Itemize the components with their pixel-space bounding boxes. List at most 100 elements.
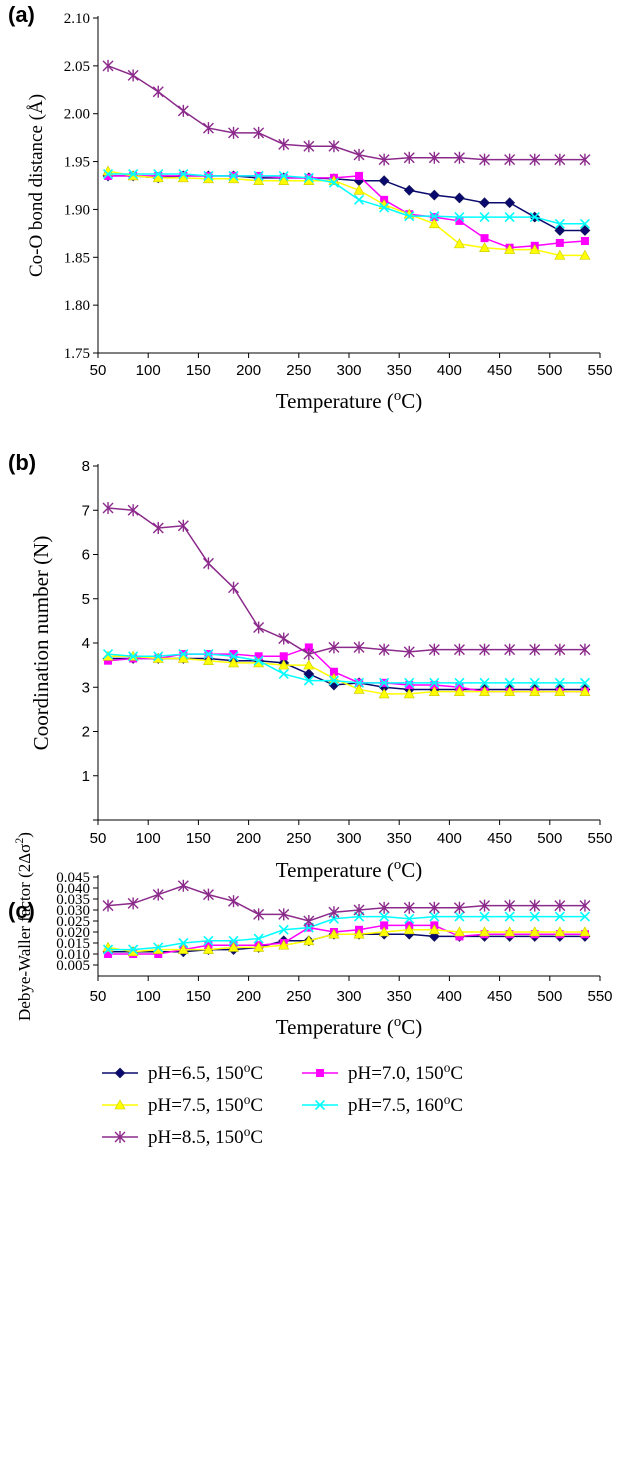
x-tick-label: 300 (336, 830, 361, 847)
y-tick-label: 1.95 (64, 155, 90, 171)
x-tick-label: 200 (236, 830, 261, 847)
legend-item-ph65-150: pH=6.5, 150oC (102, 1060, 263, 1085)
legend-label: pH=7.5, 150oC (148, 1092, 263, 1117)
x-tick-label: 50 (90, 988, 107, 1005)
series-ph85-150 (103, 880, 590, 927)
x-tick-label: 200 (236, 988, 261, 1005)
axes: 1.751.801.851.901.952.002.052.1050 100 150… (64, 11, 613, 379)
x-tick-label: 250 (286, 988, 311, 1005)
legend-label: pH=7.5, 160oC (348, 1092, 463, 1117)
y-tick-label: 3 (82, 679, 90, 696)
x-tick-label: 300 (336, 988, 361, 1005)
x-tick-label: 550 (587, 362, 612, 379)
legend-item-ph75-150: pH=7.5, 150oC (102, 1092, 263, 1117)
series-line (108, 176, 585, 248)
panel-label: (a) (8, 2, 35, 27)
series-ph65-150 (103, 929, 590, 957)
data-point (128, 69, 138, 81)
legend-item-ph75-160: pH=7.5, 160oC (302, 1092, 463, 1117)
legend-item-ph70-150: pH=7.0, 150oC (302, 1060, 463, 1085)
x-tick-label: 400 (437, 988, 462, 1005)
y-tick-label: 5 (82, 591, 90, 608)
x-tick-label: 500 (537, 988, 562, 1005)
legend-label: pH=6.5, 150oC (148, 1060, 263, 1085)
x-tick-label: 550 (587, 830, 612, 847)
x-axis-label: Temperature (oC) (276, 388, 422, 413)
series-line (108, 658, 585, 689)
x-tick-label: 550 (587, 988, 612, 1005)
y-tick-label: 1.75 (64, 346, 90, 362)
data-point (153, 86, 163, 98)
legend-marker (115, 1068, 125, 1078)
y-tick-label: 1.80 (64, 298, 90, 314)
x-tick-label: 150 (186, 362, 211, 379)
data-point (355, 195, 364, 204)
data-point (153, 889, 163, 901)
series-ph85-150 (103, 502, 590, 660)
data-point (103, 60, 113, 72)
x-tick-label: 350 (387, 988, 412, 1005)
y-tick-label: 2.05 (64, 59, 90, 75)
x-tick-label: 300 (336, 362, 361, 379)
data-point (178, 105, 188, 117)
data-point (480, 198, 490, 208)
legend: pH=6.5, 150oC pH=7.0, 150oC pH=7.5, 150oC p… (102, 1060, 463, 1149)
series-ph75-160 (104, 650, 590, 688)
y-tick-label: 1.85 (64, 250, 90, 266)
series-ph75-160 (104, 912, 590, 954)
data-point (229, 582, 239, 594)
x-tick-label: 400 (437, 830, 462, 847)
data-point (355, 172, 363, 180)
y-tick-label: 2.00 (64, 107, 90, 123)
x-tick-label: 400 (437, 362, 462, 379)
x-tick-label: 250 (286, 830, 311, 847)
x-tick-label: 50 (90, 362, 107, 379)
y-tick-label: 2 (82, 724, 90, 741)
legend-label: pH=7.0, 150oC (348, 1060, 463, 1085)
series-ph70-150 (104, 172, 589, 252)
x-tick-label: 50 (90, 830, 107, 847)
x-tick-label: 350 (387, 362, 412, 379)
data-point (379, 176, 389, 186)
y-tick-label: 2.10 (64, 11, 90, 27)
data-point (254, 622, 264, 634)
y-tick-label: 6 (82, 547, 90, 564)
data-point (279, 633, 289, 645)
x-tick-label: 100 (136, 988, 161, 1005)
data-point (203, 557, 213, 569)
x-tick-label: 250 (286, 362, 311, 379)
series-line (108, 66, 585, 160)
x-tick-label: 350 (387, 830, 412, 847)
x-axis-label: Temperature (oC) (276, 857, 422, 882)
x-tick-label: 150 (186, 988, 211, 1005)
data-point (229, 895, 239, 907)
y-tick-label: 7 (82, 502, 90, 519)
series-ph65-150 (103, 653, 590, 694)
series-ph70-150 (104, 643, 589, 695)
y-axis-label: Coordination number (N) (29, 536, 53, 751)
data-point (505, 198, 515, 208)
x-tick-label: 150 (186, 830, 211, 847)
panel-label: (b) (8, 450, 36, 475)
x-tick-label: 100 (136, 362, 161, 379)
series-line (108, 886, 585, 921)
data-point (556, 239, 564, 247)
data-point (404, 185, 414, 195)
x-tick-label: 100 (136, 830, 161, 847)
data-point (354, 185, 364, 194)
y-tick-label: 1 (82, 768, 90, 785)
legend-label: pH=8.5, 150oC (148, 1124, 263, 1149)
chart-panel-a: (a)1.751.801.851.901.952.002.052.1050 100… (8, 2, 613, 413)
y-tick-label: 4 (82, 635, 90, 652)
data-point (481, 234, 489, 242)
y-tick-label: 0.045 (56, 870, 90, 886)
legend-marker (316, 1069, 324, 1077)
data-point (280, 652, 288, 660)
chart-panel-b: (b)1234567850 100 150 200 250 300 350 400 450 500… (8, 450, 613, 882)
data-point (304, 648, 314, 660)
series-ph65-150 (103, 171, 590, 236)
x-tick-label: 500 (537, 830, 562, 847)
data-point (279, 669, 288, 678)
x-tick-label: 200 (236, 362, 261, 379)
